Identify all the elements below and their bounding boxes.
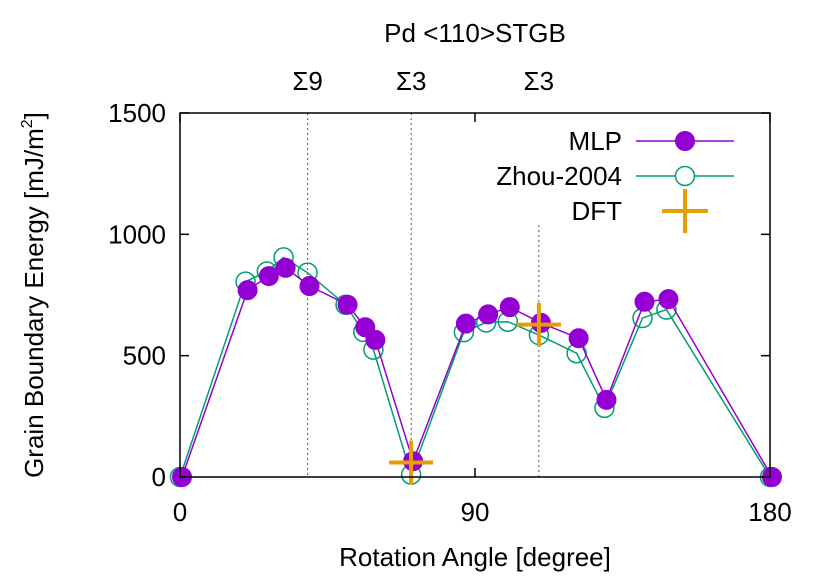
mlp-point bbox=[275, 257, 296, 278]
y-axis-label-close: ] bbox=[19, 112, 49, 119]
mlp-point bbox=[258, 266, 279, 287]
dft-point bbox=[516, 302, 561, 347]
sigma-annotation-layer: Σ9 Σ3 Σ3 bbox=[292, 66, 554, 477]
x-axis-label: Rotation Angle [degree] bbox=[339, 542, 611, 572]
legend-label-dft: DFT bbox=[571, 196, 622, 226]
series-layer bbox=[169, 247, 782, 488]
legend: MLP Zhou-2004 DFT bbox=[496, 126, 734, 233]
mlp-point bbox=[596, 389, 617, 410]
chart-title: Pd <110>STGB bbox=[384, 18, 566, 48]
mlp-point bbox=[337, 294, 358, 315]
mlp-line bbox=[181, 266, 773, 478]
x-tick-label: 90 bbox=[461, 497, 490, 527]
mlp-point bbox=[299, 276, 320, 297]
mlp-point bbox=[499, 297, 520, 318]
x-tick-label: 180 bbox=[748, 497, 791, 527]
y-tick-label: 1500 bbox=[108, 98, 166, 128]
sigma-label: Σ3 bbox=[396, 66, 427, 96]
mlp-point bbox=[478, 304, 499, 325]
mlp-point bbox=[634, 291, 655, 312]
y-axis-label-main: Grain Boundary Energy [mJ/m bbox=[19, 128, 49, 478]
legend-label-zhou-2004: Zhou-2004 bbox=[496, 161, 622, 191]
tick-layer: 0 90 180 0 500 1000 1500 bbox=[108, 98, 792, 527]
y-tick-label: 1000 bbox=[108, 219, 166, 249]
zhou-2004-line bbox=[179, 256, 771, 478]
y-axis-label: Grain Boundary Energy [mJ/m2] bbox=[19, 112, 49, 478]
y-axis-label-superscript: 2 bbox=[19, 119, 36, 128]
mlp-point bbox=[568, 328, 589, 349]
y-tick-label: 500 bbox=[123, 341, 166, 371]
legend-label-mlp: MLP bbox=[569, 126, 622, 156]
dft-point bbox=[389, 440, 434, 485]
y-tick-label: 0 bbox=[152, 462, 166, 492]
x-tick-label: 0 bbox=[173, 497, 187, 527]
legend-swatch-zhou-2004-marker bbox=[674, 165, 696, 187]
mlp-point bbox=[455, 313, 476, 334]
mlp-point bbox=[237, 280, 258, 301]
sigma-label: Σ9 bbox=[292, 66, 323, 96]
mlp-point bbox=[365, 329, 386, 350]
mlp-point bbox=[658, 289, 679, 310]
sigma-label: Σ3 bbox=[524, 66, 555, 96]
legend-swatch-mlp-marker bbox=[675, 131, 695, 151]
